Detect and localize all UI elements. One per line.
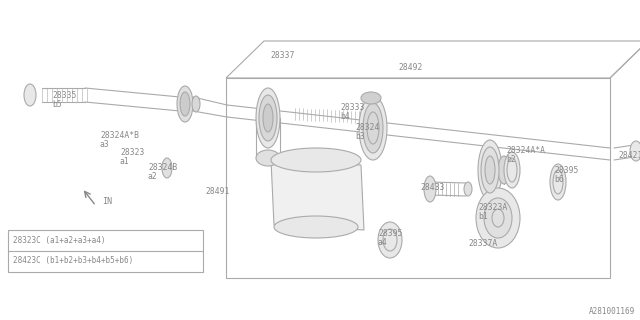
Ellipse shape [192,96,200,112]
Text: 28433: 28433 [420,183,444,193]
Text: 28324A*A
b2: 28324A*A b2 [506,146,545,164]
Ellipse shape [464,182,472,196]
Ellipse shape [259,95,277,141]
Text: 28324
b3: 28324 b3 [355,123,380,141]
Bar [8,230,203,272]
Text: 28324B
a2: 28324B a2 [148,163,177,181]
Text: 28423C (b1+b2+b3+b4+b5+b6): 28423C (b1+b2+b3+b4+b5+b6) [13,257,133,266]
Ellipse shape [361,92,381,104]
Text: 28324A*B
a3: 28324A*B a3 [100,131,139,149]
Text: 28395
b6: 28395 b6 [554,166,579,184]
Text: 28323
a1: 28323 a1 [120,148,145,166]
Ellipse shape [271,148,361,172]
Ellipse shape [359,96,387,160]
Ellipse shape [24,84,36,106]
Text: 28323C (a1+a2+a3+a4): 28323C (a1+a2+a3+a4) [13,236,106,244]
Ellipse shape [263,104,273,132]
Ellipse shape [481,147,499,193]
Text: 28323A
b1: 28323A b1 [478,203,508,221]
Ellipse shape [504,152,520,188]
Ellipse shape [476,188,520,248]
Ellipse shape [177,86,193,122]
Ellipse shape [378,222,402,258]
Text: 28337A: 28337A [468,239,497,249]
Polygon shape [271,160,364,230]
Ellipse shape [485,156,495,184]
Ellipse shape [180,92,190,116]
Ellipse shape [256,88,280,148]
Ellipse shape [630,141,640,161]
Text: 28492: 28492 [398,63,422,73]
Text: A281001169: A281001169 [589,307,635,316]
Ellipse shape [550,164,566,200]
Ellipse shape [484,198,512,238]
Ellipse shape [498,156,510,184]
Text: 28335
b5: 28335 b5 [52,91,76,109]
Ellipse shape [478,140,502,200]
Text: 28337: 28337 [270,51,294,60]
Text: 28333
b4: 28333 b4 [340,103,364,121]
Text: 28491: 28491 [205,188,229,196]
Ellipse shape [274,216,358,238]
Text: 28421: 28421 [618,150,640,159]
Text: IN: IN [102,197,112,206]
Ellipse shape [363,103,383,153]
Ellipse shape [256,150,280,166]
Text: 28395
a4: 28395 a4 [378,229,403,247]
Ellipse shape [162,158,172,178]
Ellipse shape [424,176,436,202]
